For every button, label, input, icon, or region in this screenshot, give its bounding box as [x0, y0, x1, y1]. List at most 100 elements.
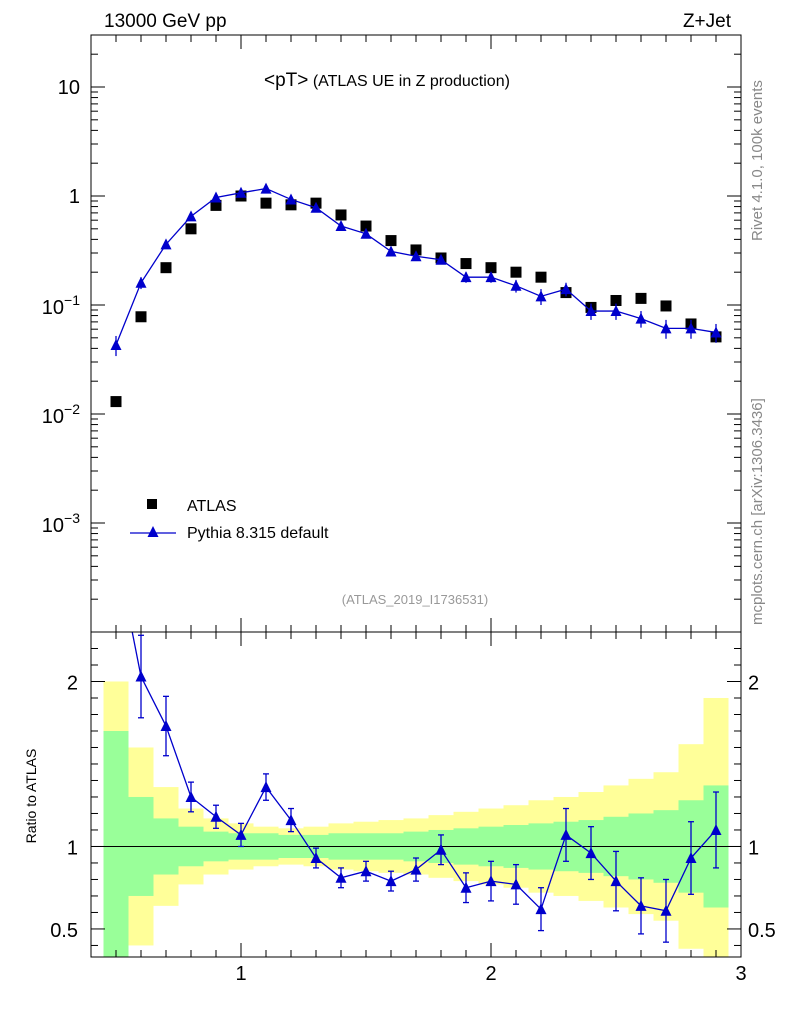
- y-tick-label-ratio: 1: [67, 837, 78, 859]
- series-layer: [110, 182, 722, 408]
- analysis-watermark: (ATLAS_2019_I1736531): [342, 592, 488, 607]
- atlas-point: [460, 258, 472, 270]
- ratio-point: [435, 843, 447, 855]
- chart-title-main: <pT>: [264, 70, 308, 91]
- atlas-point: [135, 311, 147, 323]
- ratio-point: [710, 823, 722, 835]
- pythia-point: [460, 271, 472, 283]
- chart-title-sub: (ATLAS UE in Z production): [308, 73, 510, 90]
- ratio-point: [260, 781, 272, 793]
- y-tick-label-top: 10−1: [42, 292, 80, 319]
- axis-ticks: 10 1 10−1 10−2 10−3 1 2 3 2 2 1 1 0.5 0.5: [42, 34, 776, 985]
- pythia-point: [610, 305, 622, 317]
- top-panel-frame: [90, 34, 742, 633]
- ratio-point: [360, 865, 372, 877]
- pythia-point: [385, 245, 397, 257]
- ratio-point: [535, 903, 547, 915]
- y-tick-label-ratio: 2: [67, 672, 78, 694]
- pythia-point: [710, 326, 722, 338]
- pythia-point: [335, 220, 347, 232]
- atlas-point: [485, 262, 497, 274]
- ratio-point: [460, 881, 472, 893]
- pythia-point: [410, 250, 422, 262]
- pythia-point: [185, 210, 197, 222]
- ratio-point: [160, 720, 172, 732]
- atlas-point: [360, 220, 372, 232]
- x-tick-label: 1: [235, 963, 246, 985]
- legend-atlas-label: ATLAS: [187, 498, 237, 515]
- ratio-point: [385, 875, 397, 887]
- ratio-point: [135, 670, 147, 682]
- pythia-point: [535, 290, 547, 302]
- pythia-point: [635, 312, 647, 324]
- x-tick-label: 2: [485, 963, 496, 985]
- ratio-point: [560, 828, 572, 840]
- atlas-point: [660, 300, 672, 312]
- atlas-point: [610, 294, 622, 306]
- ratio-point: [585, 847, 597, 859]
- pythia-point: [210, 191, 222, 203]
- ratio-point: [285, 814, 297, 826]
- pythia-point: [685, 322, 697, 334]
- pythia-point: [110, 338, 122, 350]
- ratio-point: [235, 828, 247, 840]
- atlas-point: [535, 271, 547, 283]
- atlas-point: [160, 262, 172, 274]
- ratio-point: [111, 461, 122, 472]
- atlas-point: [260, 197, 272, 209]
- y-tick-label-ratio-right: 1: [748, 837, 759, 859]
- header-right: Z+Jet: [683, 11, 732, 32]
- legend-pythia-marker: [147, 526, 159, 537]
- atlas-point: [335, 209, 347, 221]
- pythia-point: [435, 253, 447, 265]
- ratio-point: [685, 852, 697, 864]
- pythia-point: [560, 283, 572, 295]
- header-left: 13000 GeV pp: [104, 11, 227, 32]
- y-tick-label-ratio: 0.5: [50, 920, 78, 942]
- ratio-axis-label: Ratio to ATLAS: [23, 749, 39, 844]
- y-tick-label-ratio-right: 0.5: [748, 920, 776, 942]
- chart-title: <pT> (ATLAS UE in Z production): [264, 70, 510, 91]
- ratio-point: [410, 863, 422, 875]
- pythia-point: [135, 276, 147, 288]
- ratio-point: [610, 875, 622, 887]
- ratio-panel-frame: [90, 631, 742, 958]
- pythia-point: [285, 193, 297, 205]
- ratio-series: [111, 461, 722, 943]
- y-tick-label-ratio-right: 2: [748, 672, 759, 694]
- ratio-point: [185, 790, 197, 802]
- atlas-point: [285, 199, 297, 211]
- band-inner-bin: [103, 730, 129, 957]
- atlas-point: [185, 223, 197, 235]
- atlas-point: [510, 266, 522, 278]
- pythia-point: [485, 271, 497, 283]
- pythia-point: [160, 238, 172, 250]
- pythia-point: [585, 305, 597, 317]
- ratio-point: [660, 904, 672, 916]
- atlas-point: [635, 292, 647, 304]
- pythia-point: [660, 322, 672, 334]
- y-tick-label-top: 10: [58, 77, 80, 99]
- ratio-point: [210, 810, 222, 822]
- pythia-point: [510, 279, 522, 291]
- y-tick-label-top: 10−3: [42, 510, 80, 537]
- pythia-line: [115, 187, 717, 346]
- legend-pythia-label: Pythia 8.315 default: [187, 525, 329, 542]
- pythia-point: [260, 182, 272, 194]
- ratio-point: [510, 878, 522, 890]
- ratio-point: [485, 875, 497, 887]
- y-tick-label-top: 10−2: [42, 401, 80, 428]
- ratio-point: [310, 852, 322, 864]
- x-tick-label: 3: [735, 963, 746, 985]
- atlas-point: [110, 396, 122, 408]
- ratio-point: [335, 871, 347, 883]
- ratio-point: [635, 899, 647, 911]
- legend-atlas-marker: [147, 499, 157, 509]
- atlas-point: [210, 199, 222, 211]
- pythia-point: [310, 201, 322, 213]
- rivet-info: Rivet 4.1.0, 100k events: [749, 80, 766, 241]
- y-tick-label-top: 1: [69, 186, 80, 208]
- uncertainty-bands: [91, 681, 741, 957]
- ratio-layer: [111, 461, 722, 943]
